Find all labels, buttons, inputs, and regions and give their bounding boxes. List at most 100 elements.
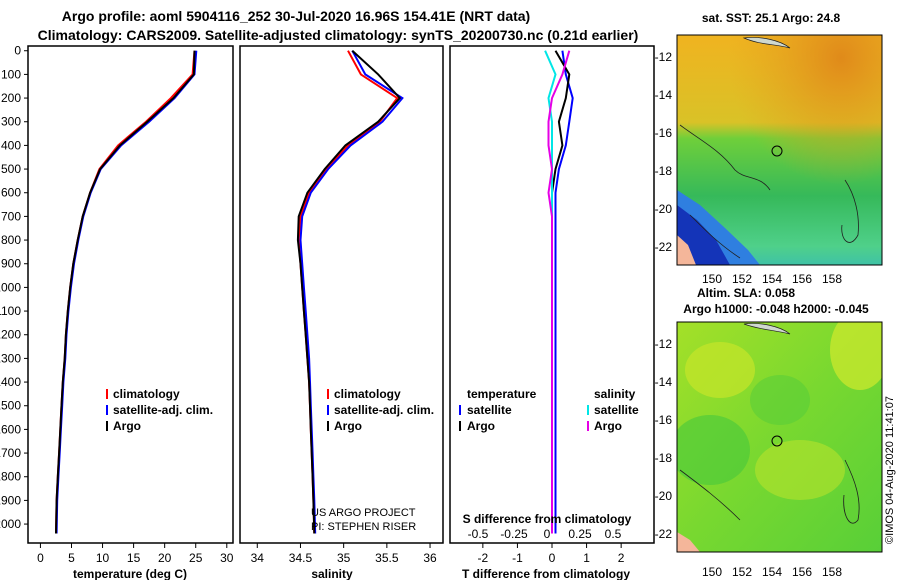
map-lat-label: -16 xyxy=(655,126,673,140)
sla-map-title-1: Altim. SLA: 0.058 xyxy=(697,286,795,300)
sst-map-title: sat. SST: 25.1 Argo: 24.8 xyxy=(702,11,841,25)
s-difference-ticks: -0.5 -0.25 0 0.25 0.5 xyxy=(468,527,622,541)
map-lat-label: -20 xyxy=(655,489,673,503)
depth-tick-label: 1300 xyxy=(0,351,21,365)
x-tick-label: -1 xyxy=(512,551,523,565)
x-tick-label: 34 xyxy=(251,551,265,565)
depth-tick-label: 1500 xyxy=(0,399,21,413)
x-tick-label: 34.5 xyxy=(289,551,313,565)
depth-axis: 0 100 200 300 400 500 600 700 800 900 1000 1100 1200… xyxy=(0,44,28,531)
series-line-salinity-argo xyxy=(547,50,571,534)
x-tick-label: 35 xyxy=(337,551,351,565)
legend-temp-argo-label: Argo xyxy=(467,419,495,433)
legend-climatology-label: climatology xyxy=(113,387,180,401)
map-axis-ticks: -12 -14 -16 -18 -20 -22 -12 -14 -16 -18 -20 -22 150 1… xyxy=(655,50,843,579)
depth-tick-label: 700 xyxy=(1,209,21,223)
legend-climatology-label: climatology xyxy=(334,387,401,401)
map-lon-label: 150 xyxy=(702,272,722,286)
legend-temperature-heading: temperature xyxy=(467,387,537,401)
sla-map xyxy=(677,322,882,552)
x-tick-label: 20 xyxy=(158,551,172,565)
x-tick-label: 0 xyxy=(549,551,556,565)
map-lat-label: -22 xyxy=(655,240,673,254)
series-line-argo xyxy=(296,49,402,534)
depth-tick-label: 1400 xyxy=(0,375,21,389)
sla-map-title-2: Argo h1000: -0.048 h2000: -0.045 xyxy=(683,302,869,316)
x-tick-label: 5 xyxy=(68,551,75,565)
argo-position-marker xyxy=(771,435,783,447)
x-tick-label: 1 xyxy=(583,551,590,565)
depth-tick-label: 1900 xyxy=(0,493,21,507)
x-tick-label: 2 xyxy=(618,551,625,565)
map-lon-label: 150 xyxy=(702,565,722,579)
salinity-panel xyxy=(239,45,444,544)
map-lat-label: -12 xyxy=(655,337,673,351)
depth-tick-label: 300 xyxy=(1,115,21,129)
map-lon-label: 152 xyxy=(732,272,752,286)
x-tick-label: 15 xyxy=(127,551,141,565)
s-difference-label: S difference from climatology xyxy=(463,512,632,526)
map-lat-label: -14 xyxy=(655,375,673,389)
x-tick-label: 30 xyxy=(220,551,234,565)
s-tick-label: 0.5 xyxy=(605,527,622,541)
x-tick-label: 35.5 xyxy=(375,551,399,565)
depth-tick-label: 1100 xyxy=(0,304,21,318)
depth-tick-label: 900 xyxy=(1,257,21,271)
series-line-satellite-adj-clim- xyxy=(55,50,198,534)
legend-temp-satellite-label: satellite xyxy=(467,403,512,417)
series-line-climatology xyxy=(55,50,196,534)
x-tick-label: 10 xyxy=(96,551,110,565)
depth-tick-label: 100 xyxy=(1,67,21,81)
legend-salinity-heading: salinity xyxy=(594,387,636,401)
map-lon-label: 158 xyxy=(822,565,842,579)
legend-satellite-label: satellite-adj. clim. xyxy=(334,403,434,417)
difference-series-group xyxy=(544,50,574,534)
argo-position-marker xyxy=(771,145,783,157)
map-lon-label: 158 xyxy=(822,272,842,286)
credit-pi: PI: STEPHEN RISER xyxy=(311,521,416,533)
salinity-legend: climatology satellite-adj. clim. Argo xyxy=(327,387,434,433)
depth-tick-label: 200 xyxy=(1,91,21,105)
depth-tick-label: 1200 xyxy=(0,328,21,342)
s-tick-label: -0.25 xyxy=(500,527,528,541)
credit-project: US ARGO PROJECT xyxy=(311,507,416,519)
difference-xlabel: T difference from climatology xyxy=(462,567,630,580)
series-line-temperature-satellite xyxy=(554,50,574,534)
legend-sal-satellite-label: satellite xyxy=(594,403,639,417)
sst-map xyxy=(677,35,882,265)
map-lat-label: -14 xyxy=(655,88,673,102)
depth-tick-label: 800 xyxy=(1,233,21,247)
map-lon-label: 152 xyxy=(732,565,752,579)
series-line-satellite-adj-clim- xyxy=(299,50,404,534)
map-lon-label: 156 xyxy=(792,272,812,286)
depth-tick-label: 2000 xyxy=(0,517,21,531)
legend-sal-argo-label: Argo xyxy=(594,419,622,433)
series-line-argo xyxy=(55,50,196,534)
x-tick-label: 36 xyxy=(423,551,437,565)
legend-satellite-label: satellite-adj. clim. xyxy=(113,403,213,417)
legend-argo-label: Argo xyxy=(334,419,362,433)
x-tick-label: 25 xyxy=(189,551,203,565)
map-lat-label: -22 xyxy=(655,527,673,541)
map-lon-label: 156 xyxy=(792,565,812,579)
map-lon-label: 154 xyxy=(762,272,782,286)
map-lat-label: -18 xyxy=(655,451,673,465)
timestamp-stamp: ©IMOS 04-Aug-2020 11:41:07 xyxy=(884,396,896,544)
s-tick-label: -0.5 xyxy=(468,527,489,541)
temperature-legend: climatology satellite-adj. clim. Argo xyxy=(106,387,213,433)
map-lat-label: -16 xyxy=(655,413,673,427)
depth-tick-label: 1600 xyxy=(0,422,21,436)
map-lat-label: -12 xyxy=(655,50,673,64)
salinity-xlabel: salinity xyxy=(311,567,353,580)
salinity-series-group xyxy=(296,49,404,534)
legend-argo-label: Argo xyxy=(113,419,141,433)
temperature-series-group xyxy=(55,50,198,534)
temperature-panel xyxy=(27,45,234,544)
depth-tick-label: 400 xyxy=(1,138,21,152)
s-tick-label: 0 xyxy=(544,527,551,541)
x-axis-ticks: 0 5 10 15 20 25 30 34 34.5 35 35.5 36 -2 -1 0 1 2 xyxy=(37,543,625,565)
depth-tick-label: 0 xyxy=(14,44,21,58)
depth-tick-label: 1000 xyxy=(0,280,21,294)
depth-tick-label: 1800 xyxy=(0,470,21,484)
